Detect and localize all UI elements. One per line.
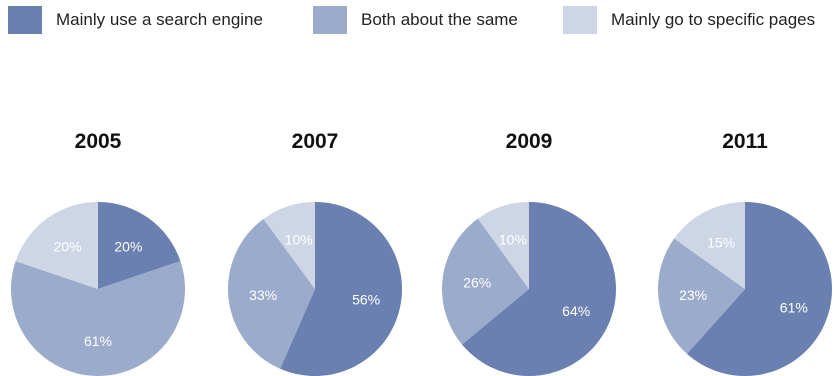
pie-slice-search-engine [461,202,617,376]
chart-title: 2007 [292,130,339,153]
slice-label-both-same: 61% [84,333,112,349]
legend-label-both-same: Both about the same [361,10,518,29]
pie-slice-search-engine [686,202,832,376]
pie-slice-specific-pages [15,202,99,289]
pie-chart-2005: 2005 20% 61% 20% [11,130,185,376]
legend: Mainly use a search engine Both about th… [0,6,838,34]
slice-label-both-same: 23% [679,287,707,303]
chart-title: 2011 [722,130,768,153]
chart-title: 2005 [75,130,122,153]
pie-chart-2009: 2009 64% 26% 10% [442,130,617,376]
slice-label-search-engine: 20% [114,239,142,255]
slice-label-specific-pages: 15% [707,235,735,251]
pie-chart-2011: 2011 61% 23% 15% [657,130,832,376]
chart-title: 2009 [506,130,553,153]
legend-item-search-engine: Mainly use a search engine [8,6,263,34]
pie-slice-search-engine [280,201,403,376]
pie-slice-specific-pages [674,202,745,289]
legend-swatch-both-same [313,6,347,34]
legend-label-search-engine: Mainly use a search engine [56,10,263,29]
slice-label-search-engine: 64% [562,303,590,319]
legend-swatch-search-engine [8,6,42,34]
pie-slice-both-same [657,238,745,354]
pie-slice-specific-pages [263,202,315,289]
legend-item-both-same: Both about the same [313,6,518,34]
slice-label-both-same: 26% [463,275,491,291]
slice-label-specific-pages: 20% [54,239,82,255]
pie-slice-both-same [442,218,529,345]
slice-label-both-same: 33% [249,287,277,303]
pie-slice-specific-pages [477,202,529,289]
legend-label-specific-pages: Mainly go to specific pages [611,10,816,29]
pie-slice-search-engine [98,202,181,289]
legend-swatch-specific-pages [563,6,597,34]
pie-chart-2007: 2007 56% 33% 10% [228,130,403,376]
slice-label-search-engine: 61% [780,300,808,316]
slice-label-specific-pages: 10% [285,231,313,247]
pie-slice-both-same [11,261,185,376]
pie-slice-both-same [228,218,315,369]
legend-item-specific-pages: Mainly go to specific pages [563,6,815,34]
slice-label-search-engine: 56% [352,292,380,308]
slice-label-specific-pages: 10% [499,231,527,247]
